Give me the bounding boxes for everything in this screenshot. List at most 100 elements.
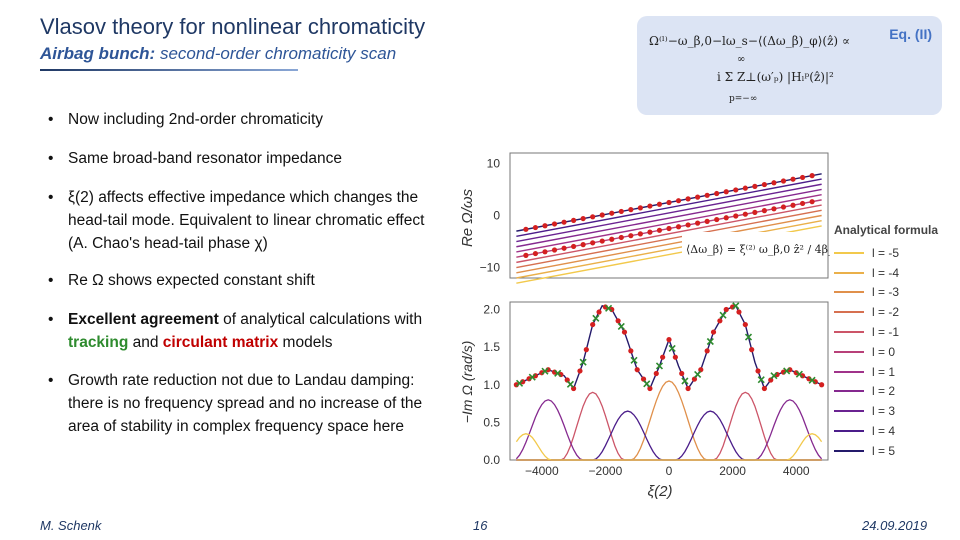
top-circulant-marker bbox=[752, 183, 758, 189]
title-underline bbox=[40, 69, 298, 71]
bottom-circulant-marker bbox=[742, 321, 748, 328]
top-circulant-marker bbox=[723, 189, 729, 195]
bottom-tracking-marker bbox=[770, 372, 778, 380]
bottom-circulant-marker bbox=[660, 354, 666, 360]
bottom-tracking-marker bbox=[630, 356, 638, 364]
bullet-mid: of analytical calculations with bbox=[218, 311, 423, 328]
top-circulant-marker bbox=[580, 242, 586, 248]
bottom-circulant-marker bbox=[819, 382, 825, 388]
x-tick-label: −2000 bbox=[589, 464, 623, 478]
bottom-tracking-marker bbox=[643, 380, 651, 388]
subtitle-bold: Airbag bunch: bbox=[40, 44, 156, 63]
top-circulant-marker bbox=[809, 199, 815, 205]
legend: Analytical formula l = -5 l = -4 l = -3 l =… bbox=[834, 223, 938, 461]
top-chart: −10 0 10 Re Ω/ωs ⟨Δω_β⟩ = ξ⁽²⁾ ω_β,0 ẑ² / … bbox=[459, 152, 830, 284]
top-circulant-marker bbox=[675, 198, 682, 204]
top-circulant-marker bbox=[656, 227, 663, 233]
top-circulant-marker bbox=[714, 190, 720, 197]
top-circulant-marker bbox=[561, 245, 567, 251]
bottom-circulant-marker bbox=[691, 376, 698, 382]
top-circulant-marker bbox=[628, 233, 634, 239]
equation-box: Eq. (II) Ω⁽ˡ⁾−ω_β,0−lω_s−⟨(Δω_β)_φ⟩(ẑ) ∝… bbox=[637, 16, 942, 115]
bullet-mid: and bbox=[128, 334, 163, 351]
x-tick-label: −4000 bbox=[525, 464, 559, 478]
bottom-mode-curve bbox=[516, 433, 823, 461]
bottom-circulant-marker bbox=[653, 370, 659, 377]
equation-line1: Ω⁽ˡ⁾−ω_β,0−lω_s−⟨(Δω_β)_φ⟩(ẑ) ∝ bbox=[649, 34, 851, 48]
top-circulant-marker bbox=[675, 224, 682, 230]
bottom-tracking-marker bbox=[783, 367, 791, 375]
legend-title: Analytical formula bbox=[834, 223, 939, 237]
top-series-line bbox=[516, 188, 822, 248]
legend-entry: l = 0 bbox=[834, 342, 938, 362]
top-circulant-marker bbox=[742, 185, 748, 191]
bottom-tracking-marker bbox=[757, 376, 765, 384]
legend-entry: l = 4 bbox=[834, 421, 938, 441]
bottom-y-tick-label: 0.0 bbox=[483, 453, 500, 467]
legend-swatch bbox=[834, 311, 864, 314]
top-series-line bbox=[516, 183, 822, 243]
top-series-line bbox=[516, 178, 822, 238]
legend-label: l = -1 bbox=[872, 325, 900, 340]
top-series-line bbox=[516, 204, 822, 264]
top-circulant-marker bbox=[561, 219, 567, 225]
top-circulant-marker bbox=[637, 205, 643, 211]
bottom-tracking-marker bbox=[795, 370, 803, 378]
legend-label: l = 5 bbox=[872, 443, 896, 458]
bottom-circulant-marker bbox=[685, 385, 691, 392]
top-circulant-marker bbox=[685, 222, 691, 228]
bottom-circulant-marker bbox=[672, 354, 678, 360]
top-circulant-marker bbox=[666, 225, 672, 232]
legend-label: l = -2 bbox=[872, 305, 900, 320]
top-circulant-marker bbox=[761, 208, 767, 214]
top-circulant-marker bbox=[580, 215, 586, 222]
bottom-circulant-marker bbox=[634, 367, 640, 373]
bottom-y-tick-label: 0.5 bbox=[483, 415, 500, 429]
equation-sum-top: ∞ bbox=[737, 54, 746, 65]
bullet-dot: • bbox=[48, 111, 54, 128]
equation-label: Eq. (II) bbox=[889, 26, 932, 42]
top-circulant-marker bbox=[752, 209, 758, 216]
top-circulant-marker bbox=[618, 208, 624, 215]
bottom-y-tick-label: 1.5 bbox=[483, 340, 500, 354]
top-circulant-marker bbox=[590, 214, 596, 220]
bullet-text: Re Ω shows expected constant shift bbox=[68, 272, 315, 289]
bottom-y-axis-label: −Im Ω (rad/s) bbox=[459, 341, 475, 424]
bottom-circulant-marker bbox=[761, 385, 767, 392]
bottom-circulant-marker bbox=[755, 368, 761, 374]
legend-swatch bbox=[834, 251, 864, 254]
bullet-dot: • bbox=[48, 150, 54, 167]
top-circulant-marker bbox=[790, 176, 796, 182]
legend-label: l = 1 bbox=[872, 364, 896, 379]
legend-label: l = 2 bbox=[872, 384, 896, 399]
top-series-line bbox=[516, 209, 822, 269]
top-circulant-marker bbox=[695, 194, 701, 200]
bullet-dot: • bbox=[48, 372, 54, 389]
legend-entry: l = 3 bbox=[834, 401, 938, 421]
bullet-dot: • bbox=[48, 272, 54, 289]
top-circulant-marker bbox=[599, 212, 605, 218]
legend-swatch bbox=[834, 291, 864, 294]
top-circulant-marker bbox=[771, 180, 777, 186]
page-title: Vlasov theory for nonlinear chromaticity bbox=[40, 14, 426, 39]
top-y-axis-label: Re Ω/ωs bbox=[459, 188, 476, 247]
top-circulant-marker bbox=[609, 210, 615, 216]
bottom-chart: 0.0 0.5 1.0 1.5 2.0 −4000 −2000 0 2000 4000 −Im Ω… bbox=[459, 301, 829, 500]
bullet-text: ξ(2) affects effective impedance which c… bbox=[68, 189, 425, 252]
x-tick-label: 0 bbox=[666, 464, 673, 478]
bottom-tracking-marker bbox=[515, 379, 524, 387]
top-circulant-marker bbox=[799, 200, 806, 207]
bottom-tracking-marker bbox=[744, 333, 753, 341]
legend-entry: l = 5 bbox=[834, 441, 938, 461]
footer-author: M. Schenk bbox=[40, 518, 102, 533]
bottom-circulant-marker bbox=[647, 385, 653, 392]
top-y-tick-label: 10 bbox=[487, 156, 501, 170]
tracking-label: tracking bbox=[68, 334, 129, 351]
bottom-circulant-marker bbox=[723, 306, 729, 313]
bottom-y-tick-label: 2.0 bbox=[483, 303, 500, 317]
legend-entry: l = 1 bbox=[834, 362, 938, 382]
legend-label: l = -3 bbox=[872, 285, 900, 300]
legend-label: l = -5 bbox=[872, 245, 900, 260]
bullet-post: models bbox=[278, 334, 333, 351]
bullet-dot: • bbox=[48, 311, 54, 328]
